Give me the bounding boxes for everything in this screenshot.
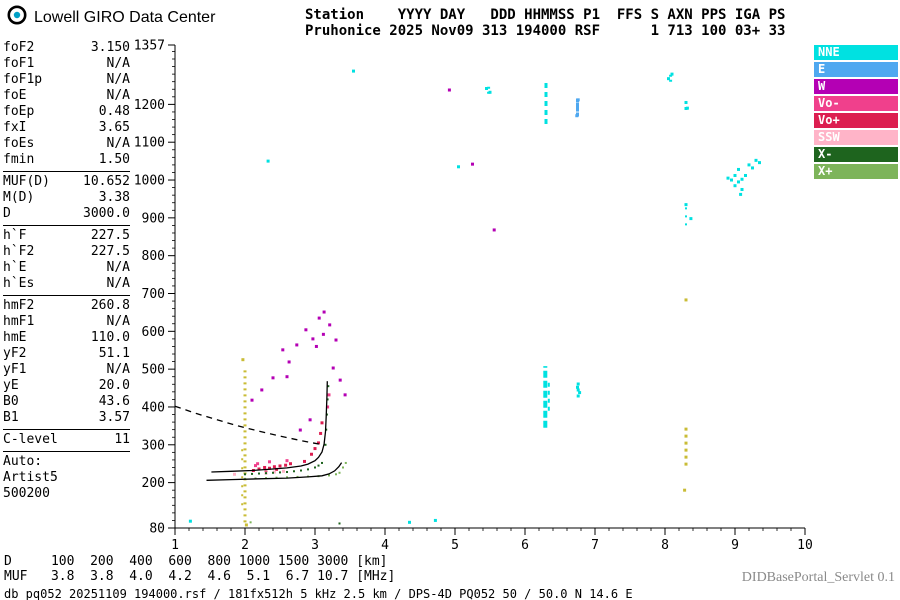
param-row-clevel: C-level 11 (3, 432, 130, 447)
brand: Lowell GIRO Data Center (6, 4, 215, 31)
y-tick-label: 900 (142, 211, 165, 226)
y-tick-label: 800 (142, 249, 165, 264)
legend-item-vo-: Vo- (814, 96, 898, 111)
param-divider (3, 171, 130, 172)
param-row-b1: B1 3.57 (3, 410, 130, 425)
axes (168, 44, 806, 535)
x-tick-label: 10 (797, 538, 813, 553)
legend-item-x-: X- (814, 147, 898, 162)
y-tick-label: 200 (142, 476, 165, 491)
station-header-line2: Pruhonice 2025 Nov09 313 194000 RSF 1 71… (305, 23, 786, 39)
echo-type-legend: NNE E W Vo- Vo+ SSW X- X+ (814, 45, 898, 181)
param-row-fof1: foF1 N/A (3, 56, 130, 71)
param-row-d: D 3000.0 (3, 206, 130, 221)
series-nne (188, 69, 761, 524)
y-tick-label: 80 (149, 522, 165, 537)
param-row-fxi: fxI 3.65 (3, 120, 130, 135)
legend-item-ssw: SSW (814, 130, 898, 145)
giro-logo-icon (6, 4, 28, 31)
param-row-hf: h`F 227.5 (3, 228, 130, 243)
param-row-artist5: Artist5 (3, 470, 58, 485)
legend-item-x+: X+ (814, 164, 898, 179)
param-divider (3, 295, 130, 296)
legend-label: NNE (818, 45, 840, 59)
x-tick-label: 9 (731, 538, 739, 553)
param-row-hmf2: hmF2 260.8 (3, 298, 130, 313)
param-row-b0: B0 43.6 (3, 394, 130, 409)
legend-label: X+ (818, 164, 833, 178)
param-row-fmin: fmin 1.50 (3, 152, 130, 167)
param-row-hes: h`Es N/A (3, 276, 130, 291)
y-tick-label: 1200 (134, 98, 165, 113)
legend-item-e: E (814, 62, 898, 77)
param-row-md: M(D) 3.38 (3, 190, 130, 205)
curve-lower-trace (206, 462, 343, 481)
y-tick-label: 400 (142, 400, 165, 415)
series-w (250, 88, 496, 432)
legend-label: Vo- (818, 96, 840, 110)
param-row-foes: foEs N/A (3, 136, 130, 151)
x-tick-label: 4 (381, 538, 389, 553)
series-noise (241, 298, 688, 527)
param-row-500200: 500200 (3, 486, 50, 501)
legend-label: E (818, 62, 826, 76)
param-row-he: h`E N/A (3, 260, 130, 275)
series-e (575, 98, 580, 118)
param-row-yf2: yF2 51.1 (3, 346, 130, 361)
curve-f-trace (211, 381, 328, 473)
param-row-ye: yE 20.0 (3, 378, 130, 393)
x-tick-label: 1 (171, 538, 179, 553)
param-row-mufd: MUF(D) 10.652 (3, 174, 130, 189)
parameter-panel: foF2 3.150 foF1 N/A foF1p N/A foE N/A foEp 0.48 fx… (3, 40, 130, 502)
param-row-fof1p: foF1p N/A (3, 72, 130, 87)
y-tick-label: 700 (142, 287, 165, 302)
y-tick-label: 500 (142, 363, 165, 378)
param-row-foep: foEp 0.48 (3, 104, 130, 119)
x-tick-label: 6 (521, 538, 529, 553)
series-x+ (244, 461, 347, 524)
param-row-auto: Auto: (3, 454, 43, 469)
param-divider (3, 429, 130, 430)
x-tick-label: 8 (661, 538, 669, 553)
file-info: db pq052 20251109 194000.rsf / 181fx512h… (4, 587, 633, 600)
legend-label: X- (818, 147, 833, 161)
param-row-yf1: yF1 N/A (3, 362, 130, 377)
legend-item-w: W (814, 79, 898, 94)
param-row-hmf1: hmF1 N/A (3, 314, 130, 329)
param-divider (3, 225, 130, 226)
d-muf-table: D 100 200 400 600 800 1000 1500 3000 [km… (4, 554, 396, 584)
y-tick-label: 600 (142, 325, 165, 340)
legend-item-nne: NNE (814, 45, 898, 60)
param-row-hf2: h`F2 227.5 (3, 244, 130, 259)
page-title: Lowell GIRO Data Center (34, 8, 216, 26)
x-tick-label: 5 (451, 538, 459, 553)
param-divider (3, 451, 130, 452)
x-tick-label: 2 (241, 538, 249, 553)
interference-bars (241, 71, 688, 523)
station-header-line1: Station YYYY DAY DDD HHMMSS P1 FFS S AXN… (305, 7, 786, 23)
param-row-hme: hmE 110.0 (3, 330, 130, 345)
servlet-watermark: DIDBasePortal_Servlet 0.1 (741, 570, 895, 585)
y-tick-label: 1357 (134, 39, 165, 54)
series-vo+ (251, 421, 324, 474)
y-tick-label: 1100 (134, 136, 165, 151)
legend-item-vo+: Vo+ (814, 113, 898, 128)
param-row-foe: foE N/A (3, 88, 130, 103)
legend-label: W (818, 79, 826, 93)
y-tick-label: 1000 (134, 174, 165, 189)
curve-transmission-curve (174, 405, 324, 446)
station-header: Station YYYY DAY DDD HHMMSS P1 FFS S AXN… (305, 7, 785, 39)
series-vo- (254, 393, 331, 468)
legend-label: Vo+ (818, 113, 840, 127)
x-tick-label: 7 (591, 538, 599, 553)
x-tick-label: 3 (311, 538, 319, 553)
param-row-fof2: foF2 3.150 (3, 40, 130, 55)
y-tick-label: 300 (142, 438, 165, 453)
legend-label: SSW (818, 130, 840, 144)
